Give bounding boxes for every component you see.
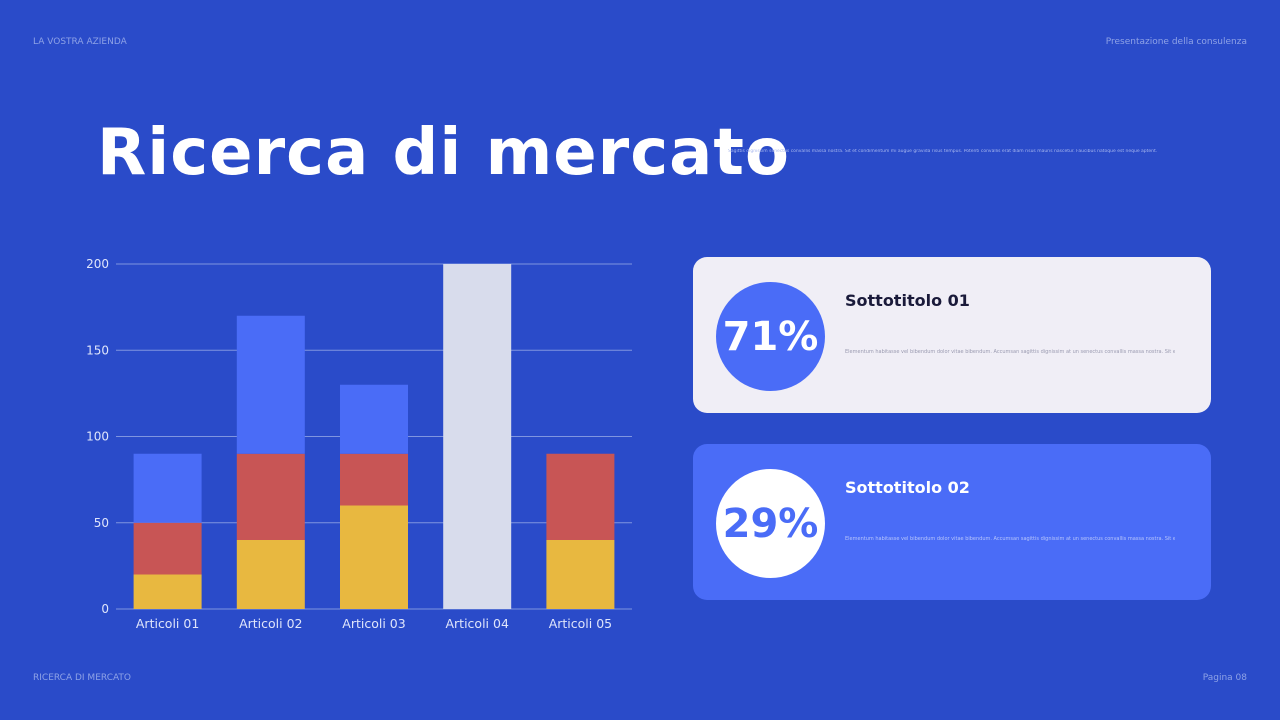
bar-segment <box>340 453 408 506</box>
card-2: 29% Sottotitolo 02 Elementum habitasse v… <box>693 444 1211 600</box>
presentation-name: Presentazione della consulenza <box>1105 37 1247 47</box>
intro-text: Sagittis dignissim senectus convallis ma… <box>728 149 1158 154</box>
x-tick-label: Articoli 05 <box>549 616 612 631</box>
y-tick-label: 200 <box>86 257 109 271</box>
percent-circle: 71% <box>716 282 825 391</box>
bar-segment <box>236 540 305 609</box>
y-tick-label: 0 <box>101 602 109 616</box>
bar-segment <box>340 384 408 454</box>
bar-segment <box>133 453 202 523</box>
y-tick-label: 50 <box>94 516 109 530</box>
bar-segment <box>133 574 202 609</box>
percent-circle: 29% <box>716 469 825 578</box>
card-subtitle: Sottotitolo 02 <box>845 478 970 497</box>
y-tick-label: 150 <box>86 343 109 357</box>
card-text: Elementum habitasse vel bibendum dolor v… <box>845 536 1175 542</box>
bar-segment <box>236 315 305 454</box>
page-title: Ricerca di mercato <box>97 116 790 190</box>
bar-segment <box>443 264 512 609</box>
x-tick-label: Articoli 04 <box>445 616 508 631</box>
y-tick-label: 100 <box>86 430 109 444</box>
card-subtitle: Sottotitolo 01 <box>845 291 970 310</box>
card-text: Elementum habitasse vel bibendum dolor v… <box>845 349 1175 355</box>
bar-segment <box>133 522 202 575</box>
x-tick-label: Articoli 01 <box>136 616 199 631</box>
x-tick-label: Articoli 03 <box>342 616 405 631</box>
company-name: LA VOSTRA AZIENDA <box>33 37 127 47</box>
stacked-bar-chart: 0 50 100 150 200 Articoli 01 Articoli 02 Artico… <box>86 257 632 631</box>
bar-segment <box>546 453 615 540</box>
footer-section: RICERCA DI MERCATO <box>33 673 132 683</box>
bar-segment <box>340 505 408 609</box>
x-tick-label: Articoli 02 <box>239 616 302 631</box>
bar-segment <box>546 540 615 609</box>
page-number: Pagina 08 <box>1202 673 1247 683</box>
bar-segment <box>236 453 305 540</box>
card-1: 71% Sottotitolo 01 Elementum habitasse v… <box>693 257 1211 413</box>
